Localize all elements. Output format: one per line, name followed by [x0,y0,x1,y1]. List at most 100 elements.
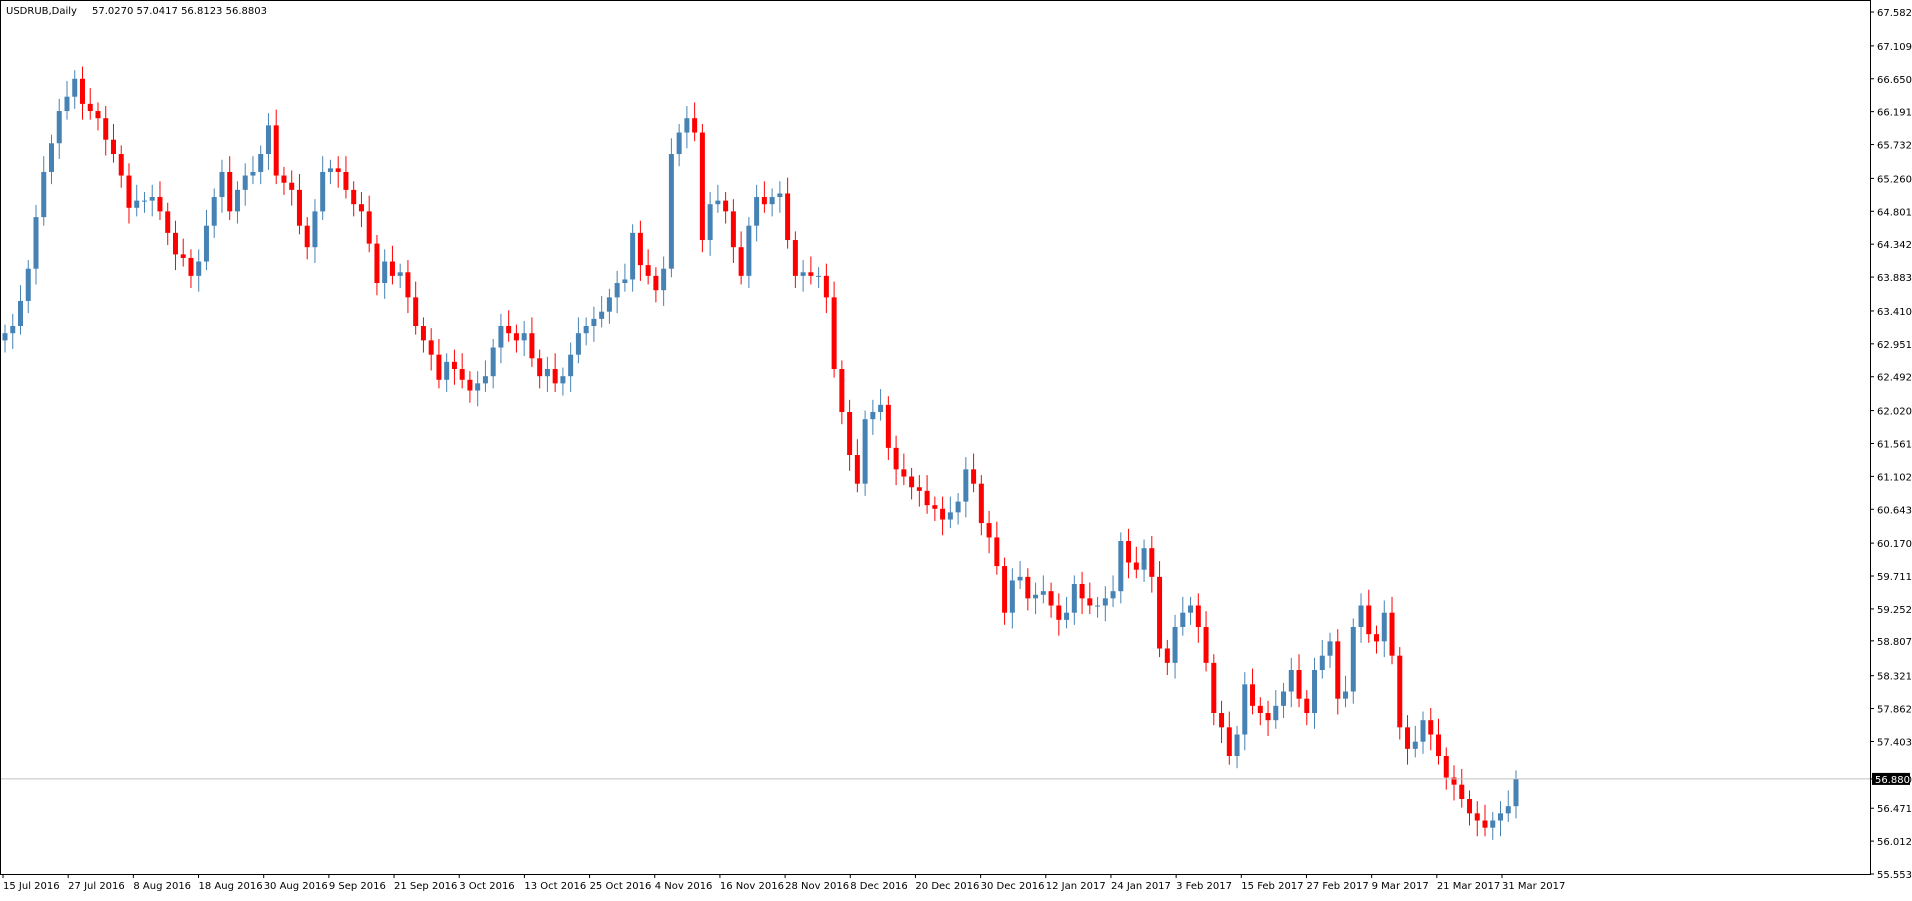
candle-body [1226,727,1232,757]
y-tick-label: 62.4925 [1877,373,1912,384]
candle-body [358,204,364,212]
candle-body [1203,627,1209,663]
candle-body [444,361,450,380]
candle-body [1141,548,1147,570]
candle-body [854,455,860,484]
x-tick-label: 21 Sep 2016 [394,881,457,892]
candle-body [1033,594,1039,599]
candle-body [1412,741,1418,749]
candle-body [506,326,512,334]
candle-body [172,232,178,255]
candle-body [157,197,163,212]
candle-body [180,254,186,258]
candle-body [653,275,659,291]
y-tick-label: 62.0200 [1877,407,1912,418]
candle-body [754,197,760,226]
candle-body [219,171,225,198]
candle-body [692,118,698,133]
candle-body [118,154,124,176]
candle-body [1366,605,1372,635]
x-tick-label: 15 Jul 2016 [3,881,60,892]
candle-body [1164,648,1170,663]
candle-body [1405,727,1411,749]
candle-body [33,217,39,269]
y-tick-label: 58.3210 [1877,672,1912,683]
candle-body [1219,713,1225,728]
candle-body [1110,591,1116,599]
x-tick-label: 13 Oct 2016 [524,881,586,892]
candle-body [1048,591,1054,606]
candle-body [451,361,457,370]
candle-body [265,125,271,155]
candle-body [1343,691,1349,699]
candle-body [1420,720,1426,742]
y-tick-label: 67.1095 [1877,42,1912,53]
candle-body [847,412,853,456]
y-tick-label: 63.8830 [1877,273,1912,284]
candle-body [893,447,899,470]
candle-body [1002,566,1008,613]
candle-body [95,111,101,119]
candle-body [475,383,481,391]
candle-body [320,171,326,212]
candle-body [56,111,62,144]
y-tick-label: 66.6505 [1877,75,1912,86]
candle-body [1327,641,1333,656]
candle-body [343,171,349,190]
chart-header-ohlc: 57.0270 57.0417 56.8123 56.8803 [92,6,267,17]
x-tick-label: 4 Nov 2016 [655,881,713,892]
candle-body [134,200,140,208]
candle-body [1040,591,1046,595]
candle-body [1474,813,1480,821]
candle-body [196,261,202,276]
candle-body [723,200,729,212]
candle-body [862,419,868,484]
candle-body [1025,576,1031,599]
candle-body [72,78,78,97]
y-tick-label: 57.4030 [1877,737,1912,748]
candle-body [1079,584,1085,599]
candle-body [1180,612,1186,628]
candle-body [1133,562,1139,570]
candle-body [1250,684,1256,706]
candle-body [335,168,341,172]
y-tick-label: 63.4105 [1877,307,1912,318]
candle-body [986,523,992,538]
candle-body [583,326,589,334]
y-tick-label: 65.2600 [1877,174,1912,185]
candle-body [816,275,822,277]
candle-body [273,125,279,176]
candle-body [1242,684,1248,735]
candle-body [327,168,333,172]
chart-header-symbol: USDRUB,Daily [6,6,77,17]
x-tick-label: 21 Mar 2017 [1437,881,1500,892]
candle-body [1211,662,1217,714]
candle-body [1505,806,1511,814]
candle-body [978,483,984,524]
candle-body [1312,670,1318,714]
candle-body [1467,799,1473,814]
y-tick-label: 58.8070 [1877,637,1912,648]
candle-body [661,268,667,291]
candle-body [1319,655,1325,671]
candle-body [482,376,488,384]
plot-frame [0,0,1871,875]
candle-body [2,333,8,341]
candle-body [1273,705,1279,721]
candle-body [374,243,380,284]
y-tick-label: 64.3420 [1877,240,1912,251]
candle-body [366,211,372,244]
candle-body [1428,720,1434,735]
candle-body [41,171,47,218]
candle-body [800,272,806,276]
candle-body [490,347,496,377]
candle-body [924,490,930,506]
candle-body [203,225,209,262]
candle-body [715,200,721,205]
x-tick-label: 30 Dec 2016 [981,881,1045,892]
x-tick-label: 24 Jan 2017 [1111,881,1171,892]
